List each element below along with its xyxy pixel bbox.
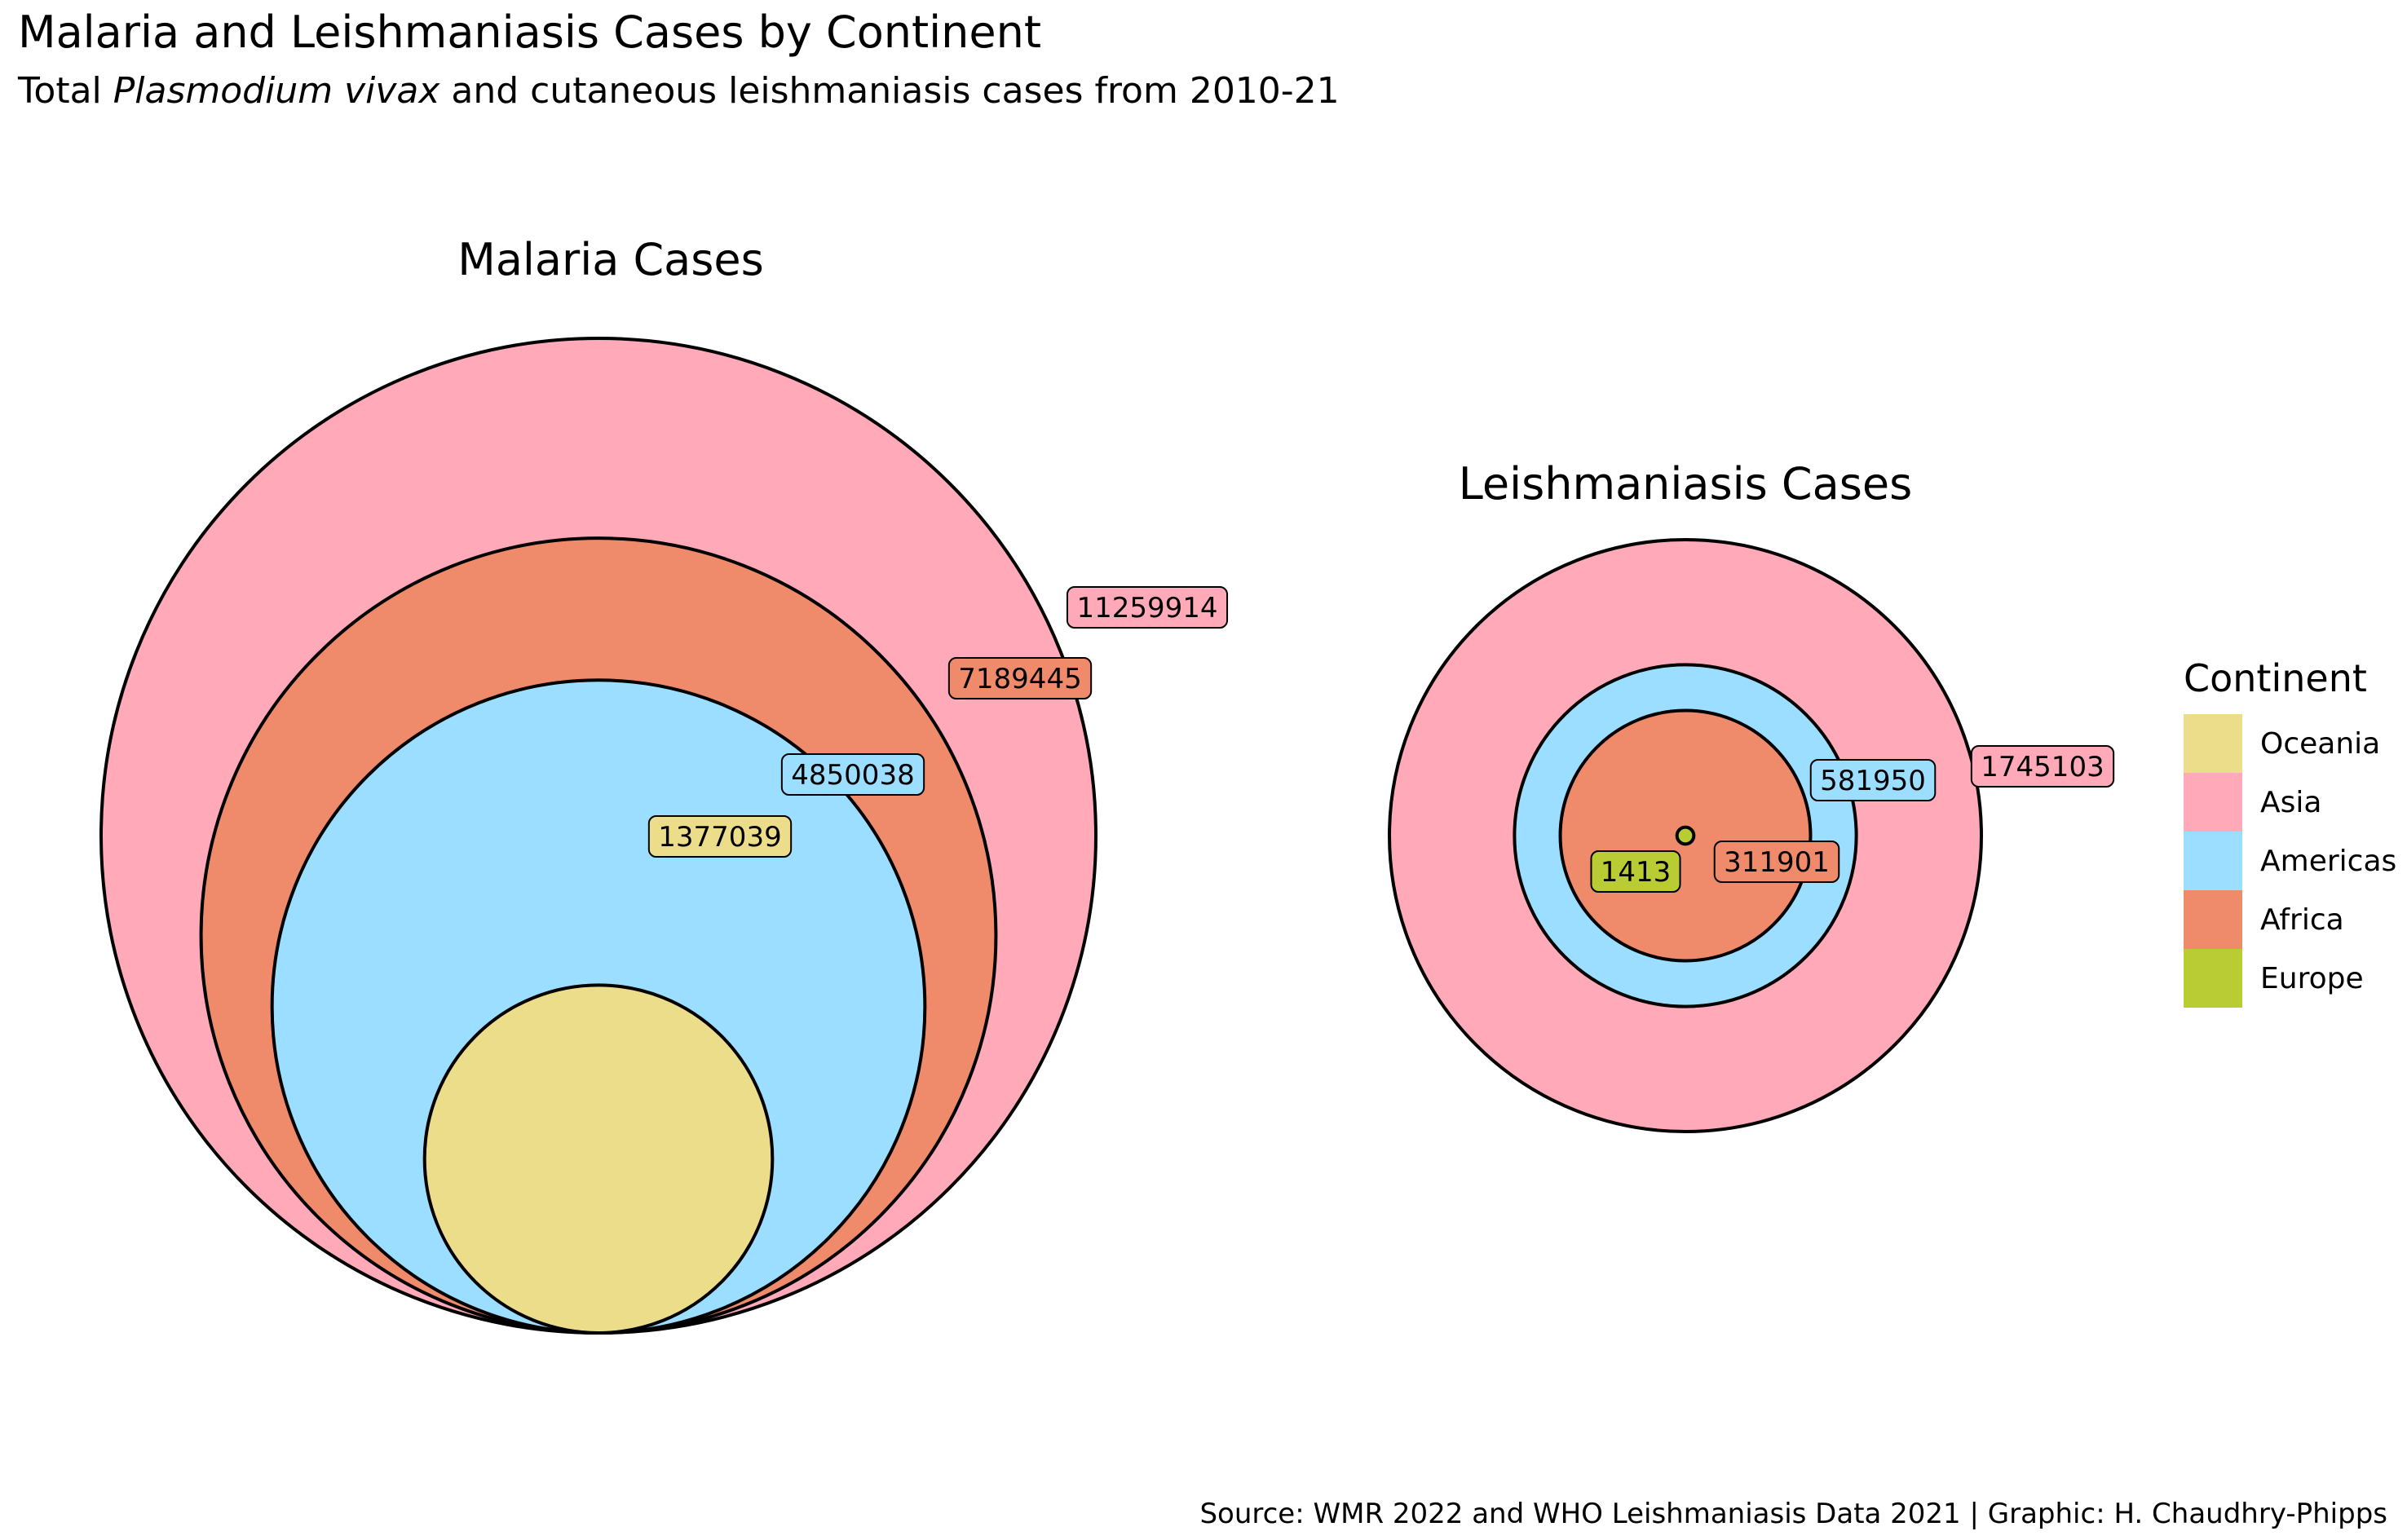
malaria-value-label-text-africa: 7189445	[958, 663, 1081, 695]
legend-title: Continent	[2184, 656, 2367, 700]
leishmaniasis-value-label-text-africa: 311901	[1724, 846, 1830, 879]
leishmaniasis-value-label-asia: 1745103	[1970, 745, 2115, 788]
leishmaniasis-value-label-box-asia	[1970, 745, 2115, 788]
chart-title: Malaria and Leishmaniasis Cases by Conti…	[18, 7, 1041, 58]
leishmaniasis-value-label-text-europe: 1413	[1601, 856, 1672, 889]
legend-swatch-americas	[2184, 832, 2242, 890]
leishmaniasis-value-label-americas: 581950	[1809, 759, 1937, 801]
malaria-value-label-box-asia	[1066, 586, 1229, 629]
malaria-circles: 11259914 7189445 4850038 1377039	[99, 337, 1229, 1335]
malaria-value-label-africa: 7189445	[947, 657, 1093, 699]
leishmaniasis-panel-title: Leishmaniasis Cases	[1459, 458, 1912, 510]
leishmaniasis-value-label-box-europe	[1590, 850, 1681, 893]
malaria-value-label-text-asia: 11259914	[1076, 592, 1217, 624]
subtitle-prefix: Total	[18, 70, 113, 112]
legend-label-americas: Americas	[2260, 845, 2396, 878]
legend-swatch-oceania	[2184, 714, 2242, 773]
malaria-value-label-box-oceania	[647, 815, 793, 858]
malaria-panel-title: Malaria Cases	[457, 234, 764, 285]
malaria-value-label-asia: 11259914	[1066, 586, 1229, 629]
legend-label-europe: Europe	[2260, 962, 2364, 995]
legend-swatch-asia	[2184, 773, 2242, 832]
leishmaniasis-value-label-europe: 1413	[1590, 850, 1681, 893]
legend-label-oceania: Oceania	[2260, 727, 2380, 761]
malaria-value-label-box-americas	[780, 753, 925, 796]
leishmaniasis-value-label-text-americas: 581950	[1820, 765, 1926, 797]
malaria-value-label-oceania: 1377039	[647, 815, 793, 858]
malaria-value-label-americas: 4850038	[780, 753, 925, 796]
malaria-circle-oceania	[422, 983, 775, 1335]
leishmaniasis-circle-europe	[1675, 825, 1696, 846]
leishmaniasis-value-label-box-americas	[1809, 759, 1937, 801]
subtitle-suffix: and cutaneous leishmaniasis cases from 2…	[439, 70, 1340, 112]
legend-swatch-europe	[2184, 949, 2242, 1008]
chart-subtitle: Total Plasmodium vivax and cutaneous lei…	[18, 70, 1340, 112]
subtitle-species: Plasmodium vivax	[113, 70, 440, 112]
malaria-value-label-text-oceania: 1377039	[658, 821, 781, 854]
leishmaniasis-circles: 1745103 581950 311901 1413	[1388, 538, 2115, 1133]
malaria-value-label-box-africa	[947, 657, 1093, 699]
leishmaniasis-value-label-africa: 311901	[1713, 841, 1840, 883]
malaria-value-label-text-americas: 4850038	[791, 759, 914, 792]
legend-label-africa: Africa	[2260, 903, 2344, 937]
source-caption: Source: WMR 2022 and WHO Leishmaniasis D…	[1199, 1498, 2387, 1530]
leishmaniasis-value-label-box-africa	[1713, 841, 1840, 883]
legend-label-asia: Asia	[2260, 786, 2321, 819]
legend: Continent Oceania Asia Americas Africa Europ…	[2184, 656, 2396, 1008]
legend-swatch-africa	[2184, 890, 2242, 949]
leishmaniasis-value-label-text-asia: 1745103	[1981, 751, 2104, 783]
